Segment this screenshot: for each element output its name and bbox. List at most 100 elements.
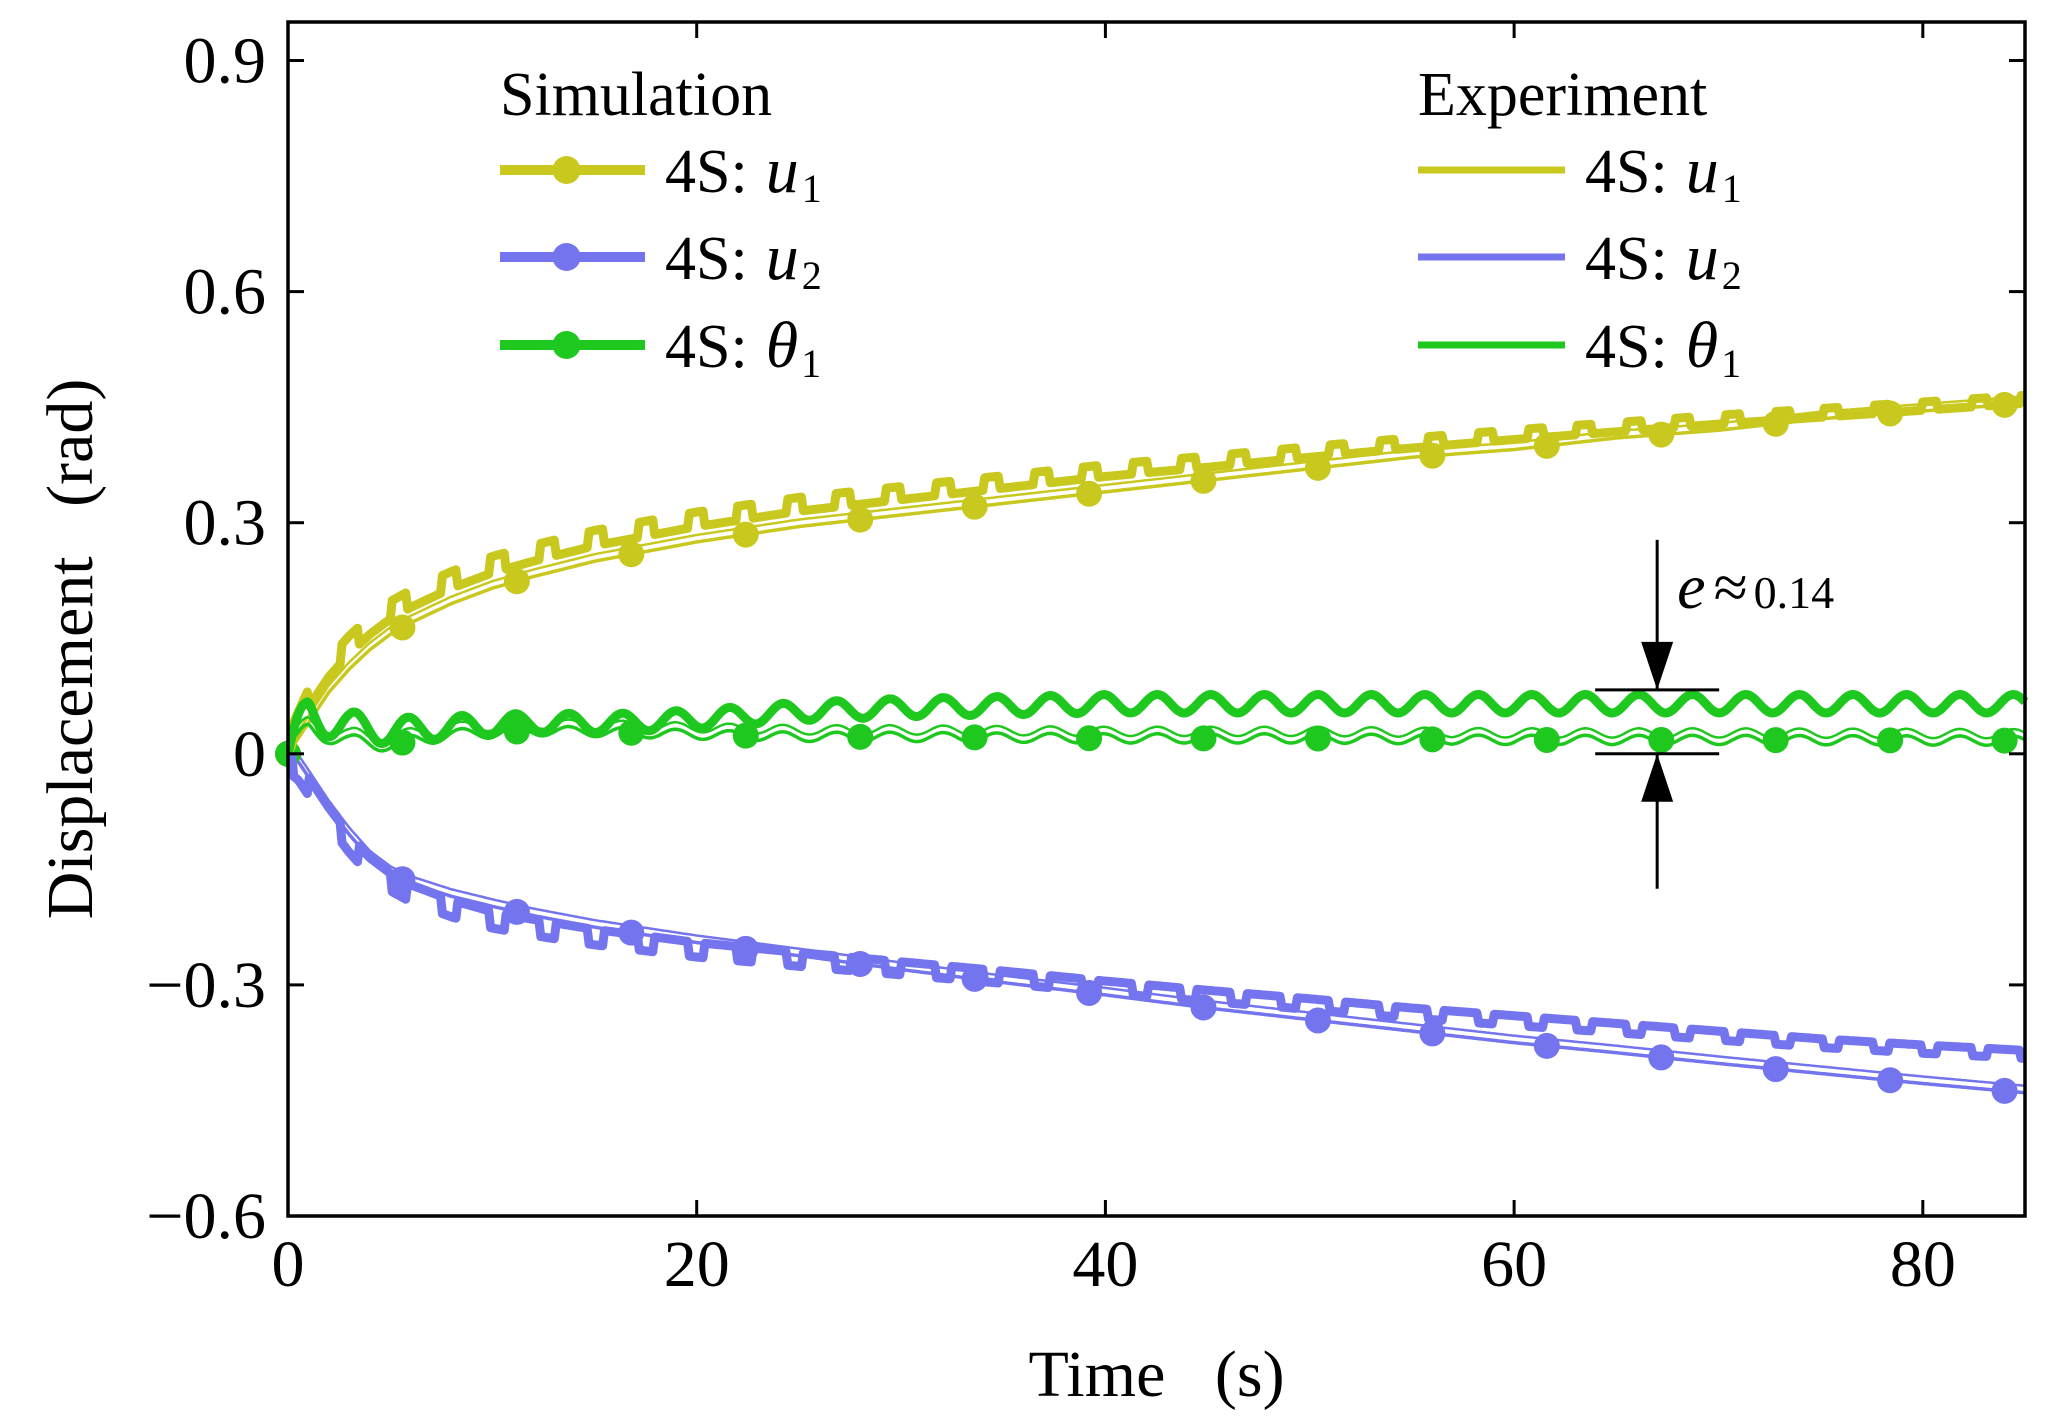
legend-entry: 4S: θ1	[1418, 309, 1741, 386]
series-3	[283, 390, 2028, 756]
legend-var: θ	[766, 309, 798, 382]
legend-swatch-marker	[552, 156, 581, 184]
annot-up-arrowhead	[1641, 753, 1674, 802]
series-line	[286, 722, 2026, 755]
legend-prefix: 4S:	[1585, 225, 1668, 293]
y-tick-label: 0	[233, 718, 266, 791]
legend-label: 4S: u2	[665, 221, 822, 298]
series-marker	[1533, 726, 1560, 753]
x-tick-label: 20	[664, 1228, 730, 1301]
series-4	[285, 750, 2028, 1063]
legend-sub: 2	[1722, 253, 1742, 298]
annot-symbol: e	[1677, 551, 1705, 622]
legend-entry: 4S: θ1	[500, 309, 821, 386]
annot-down-arrowhead	[1641, 641, 1674, 690]
tick-labels: 0 20 40 60 80 −0.6 −0.3 0 0.3 0.6 0.9	[146, 25, 1956, 1301]
series-marker	[732, 722, 759, 749]
series-line	[283, 690, 2029, 755]
series-marker	[961, 493, 988, 520]
legend-entry: 4S: u1	[500, 134, 822, 211]
legend-swatch-marker	[552, 331, 581, 359]
series-line-double	[287, 745, 2026, 1087]
legend-entry: 4S: u2	[1418, 221, 1742, 298]
series-marker	[1076, 725, 1103, 752]
series-marker	[503, 568, 530, 595]
annot-value: 0.14	[1754, 567, 1835, 618]
series-marker	[1076, 480, 1103, 507]
y-tick-label: 0.3	[184, 487, 267, 560]
series-marker	[1648, 726, 1675, 753]
legend-sub: 1	[802, 166, 822, 211]
x-tick-label: 0	[272, 1228, 305, 1301]
annot-label: e ≈0.14	[1677, 551, 1834, 622]
series-marker	[503, 718, 530, 745]
error-annotation: e ≈0.14	[1595, 539, 1834, 889]
legend-label: 4S: θ1	[665, 309, 821, 386]
series-marker	[1762, 1056, 1789, 1083]
legend-label: 4S: u1	[1585, 134, 1742, 211]
series-marker	[847, 506, 874, 533]
legend-prefix: 4S:	[665, 313, 748, 381]
legend-sub: 1	[1722, 166, 1742, 211]
annot-approx: ≈	[1714, 554, 1748, 622]
legend-label: 4S: u1	[665, 134, 822, 211]
y-tick-label: 0.9	[184, 25, 267, 98]
y-tick-label: −0.6	[146, 1180, 266, 1253]
legend-prefix: 4S:	[1585, 313, 1668, 381]
series-marker	[1419, 1020, 1446, 1047]
legend-var: θ	[1686, 309, 1718, 382]
y-tick-label: 0.6	[184, 256, 267, 329]
series-5	[283, 690, 2029, 755]
series-marker	[1991, 727, 2018, 754]
series-marker	[1877, 727, 1904, 754]
series-marker	[1877, 1067, 1904, 1094]
series-2	[275, 715, 2026, 767]
legend-prefix: 4S:	[665, 225, 748, 293]
legend-entry: 4S: u2	[500, 221, 822, 298]
legend-var: u	[766, 221, 799, 294]
legend-var: u	[1686, 134, 1719, 207]
y-axis-title: Displacement (rad)	[34, 379, 107, 920]
ticks	[286, 22, 2025, 1218]
series-marker	[1304, 725, 1331, 752]
series-line-double	[286, 395, 2026, 748]
legend-sub: 1	[1721, 341, 1741, 386]
series-marker	[1762, 727, 1789, 754]
legend-var: u	[1686, 221, 1719, 294]
x-tick-label: 40	[1072, 1228, 1138, 1301]
series-layer	[275, 390, 2029, 1104]
series-marker	[1419, 726, 1446, 753]
series-marker	[1304, 1007, 1331, 1034]
legend-label: 4S: θ1	[1585, 309, 1741, 386]
legend-prefix: 4S:	[665, 138, 748, 206]
legend-prefix: 4S:	[1585, 138, 1668, 206]
legend-label: 4S: u2	[1585, 221, 1742, 298]
legend-swatch-marker	[552, 243, 581, 271]
series-marker	[961, 724, 988, 751]
series-line	[285, 750, 2028, 1063]
series-marker	[1991, 1077, 2018, 1104]
series-line	[286, 401, 2026, 755]
x-tick-label: 60	[1481, 1228, 1547, 1301]
series-line	[286, 752, 2026, 1095]
x-axis-title: Time (s)	[1028, 1338, 1284, 1411]
legend-sub: 2	[802, 253, 822, 298]
series-marker	[1648, 1044, 1675, 1071]
x-tick-label: 80	[1890, 1228, 1956, 1301]
series-marker	[847, 723, 874, 750]
plot-frame	[286, 20, 2027, 1218]
legend-title: Experiment	[1418, 61, 1707, 129]
legend-title: Simulation	[500, 61, 772, 129]
series-marker	[1190, 467, 1217, 494]
legend-var: u	[766, 134, 799, 207]
series-marker	[732, 521, 759, 548]
series-marker	[1190, 725, 1217, 752]
legend-sub: 1	[801, 341, 821, 386]
series-line	[283, 390, 2028, 756]
series-marker	[618, 541, 645, 568]
legend-entry: 4S: u1	[1418, 134, 1742, 211]
